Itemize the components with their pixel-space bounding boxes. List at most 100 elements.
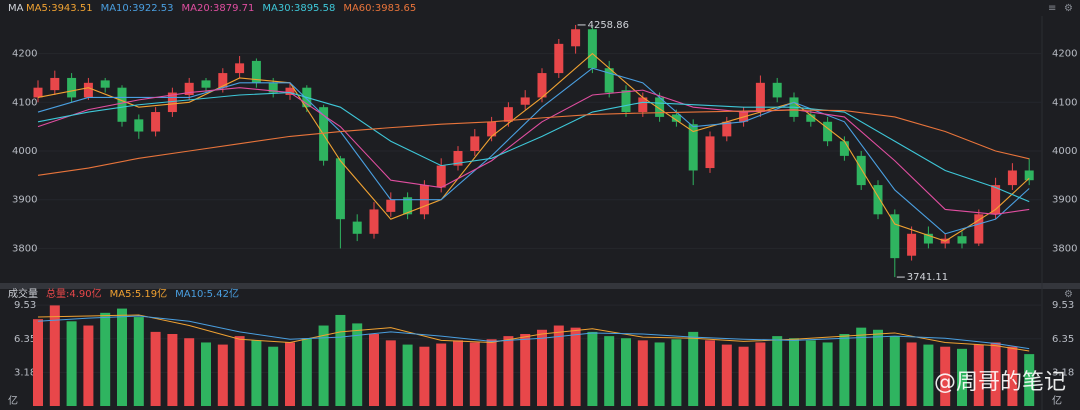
candle-body [823, 121, 833, 142]
candle-body [1007, 170, 1017, 186]
candle-body [352, 221, 362, 234]
volume-bar [990, 342, 1001, 406]
candle-body [403, 197, 413, 215]
volume-bar [133, 317, 144, 406]
volume-bar [201, 342, 211, 406]
legend-entry: MA20:3879.71 [181, 3, 254, 14]
volume-bar [705, 340, 715, 406]
menu-icon[interactable]: ≡ [1048, 3, 1056, 14]
candle-body [587, 29, 597, 69]
candle-body [470, 136, 480, 151]
volume-bar [503, 336, 514, 406]
candle-body [167, 92, 177, 113]
candle-body [1024, 170, 1034, 181]
volume-bar [453, 340, 463, 406]
annotation: 4258.86 [588, 20, 629, 31]
volume-bar [83, 325, 94, 406]
volume-bar [856, 327, 867, 406]
legend-entry: MA5:5.19亿 [110, 287, 167, 300]
legend-entry: 总量:4.90亿 [46, 287, 102, 300]
candle-body [33, 87, 43, 98]
legend-entry: MA30:3895.58 [262, 3, 335, 14]
volume-bar [604, 336, 615, 406]
volume-ma-line [37, 315, 1030, 350]
volume-bar [150, 331, 161, 406]
candle-body [705, 136, 715, 169]
ma-line [37, 92, 1030, 203]
candle-body [722, 121, 732, 137]
settings-icon[interactable]: ⚙ [1064, 289, 1073, 300]
volume-bar [436, 343, 447, 406]
y-tick-label: 9.53 [14, 300, 36, 311]
candle-body [117, 87, 127, 122]
volume-bar [117, 308, 127, 406]
candle-body [604, 68, 614, 93]
ma-line [37, 87, 1030, 215]
volume-bar [940, 346, 951, 406]
legend-title: MA [8, 3, 24, 14]
y-tick-label: 4000 [12, 146, 37, 157]
candle-body [335, 158, 345, 220]
volume-bar [100, 312, 111, 406]
candle-body [235, 63, 245, 74]
volume-bar [923, 344, 934, 406]
legend-entry: MA10:3922.53 [101, 3, 174, 14]
volume-bar [906, 342, 917, 406]
candle-body [503, 107, 513, 122]
candle-body [806, 114, 816, 122]
volume-bar [789, 338, 799, 406]
volume-bar [1024, 354, 1035, 406]
candle-body [67, 77, 77, 98]
candle-body [571, 29, 581, 47]
legend-entry: MA60:3983.65 [343, 3, 416, 14]
y-tick-label: 4200 [1052, 49, 1077, 60]
candle-body [251, 60, 261, 83]
volume-bar [251, 340, 262, 406]
candle-body [218, 73, 228, 88]
volume-bar [553, 325, 564, 406]
legend-entry: MA10:5.42亿 [175, 287, 239, 300]
volume-bar [822, 342, 833, 406]
annotation: 3741.11 [907, 272, 948, 283]
candle-body [638, 97, 648, 113]
volume-bar [537, 329, 547, 406]
candle-body [839, 141, 849, 156]
volume-bar [755, 342, 766, 406]
legend-entry: MA5:3943.51 [26, 3, 93, 14]
y-tick-label: 3900 [12, 195, 37, 206]
y-tick-label: 4100 [1052, 97, 1077, 108]
candle-body [520, 97, 530, 105]
volume-bar [301, 338, 312, 406]
settings-icon[interactable]: ⚙ [1064, 3, 1073, 14]
y-tick-label: 4200 [12, 49, 37, 60]
volume-bar [217, 344, 228, 406]
candle-body [134, 119, 144, 132]
candle-body [386, 199, 396, 212]
y-tick-label: 4000 [1052, 146, 1077, 157]
volume-bar [1007, 346, 1018, 406]
volume-bar [973, 344, 984, 406]
candle-body [453, 151, 463, 166]
volume-bar [49, 305, 60, 406]
y-tick-label: 9.53 [1052, 300, 1074, 311]
volume-bar [839, 334, 850, 406]
candle-body [772, 82, 782, 98]
candle-body [755, 82, 765, 113]
candle-body [151, 112, 161, 132]
y-tick-label: 3800 [12, 243, 37, 254]
volume-ma-line [37, 314, 1030, 352]
volume-bar [285, 342, 295, 406]
candle-body [184, 82, 194, 95]
candle-body [369, 209, 379, 234]
volume-bar [352, 323, 363, 406]
candle-body [873, 185, 883, 215]
candle-body [907, 233, 917, 256]
candle-body [621, 90, 631, 113]
volume-bar [621, 338, 631, 406]
volume-bar [570, 327, 581, 406]
volume-title: 成交量 [8, 287, 38, 300]
volume-bar [772, 336, 783, 406]
volume-bar [268, 346, 279, 406]
volume-bar [486, 339, 497, 406]
volume-bar [335, 314, 346, 406]
